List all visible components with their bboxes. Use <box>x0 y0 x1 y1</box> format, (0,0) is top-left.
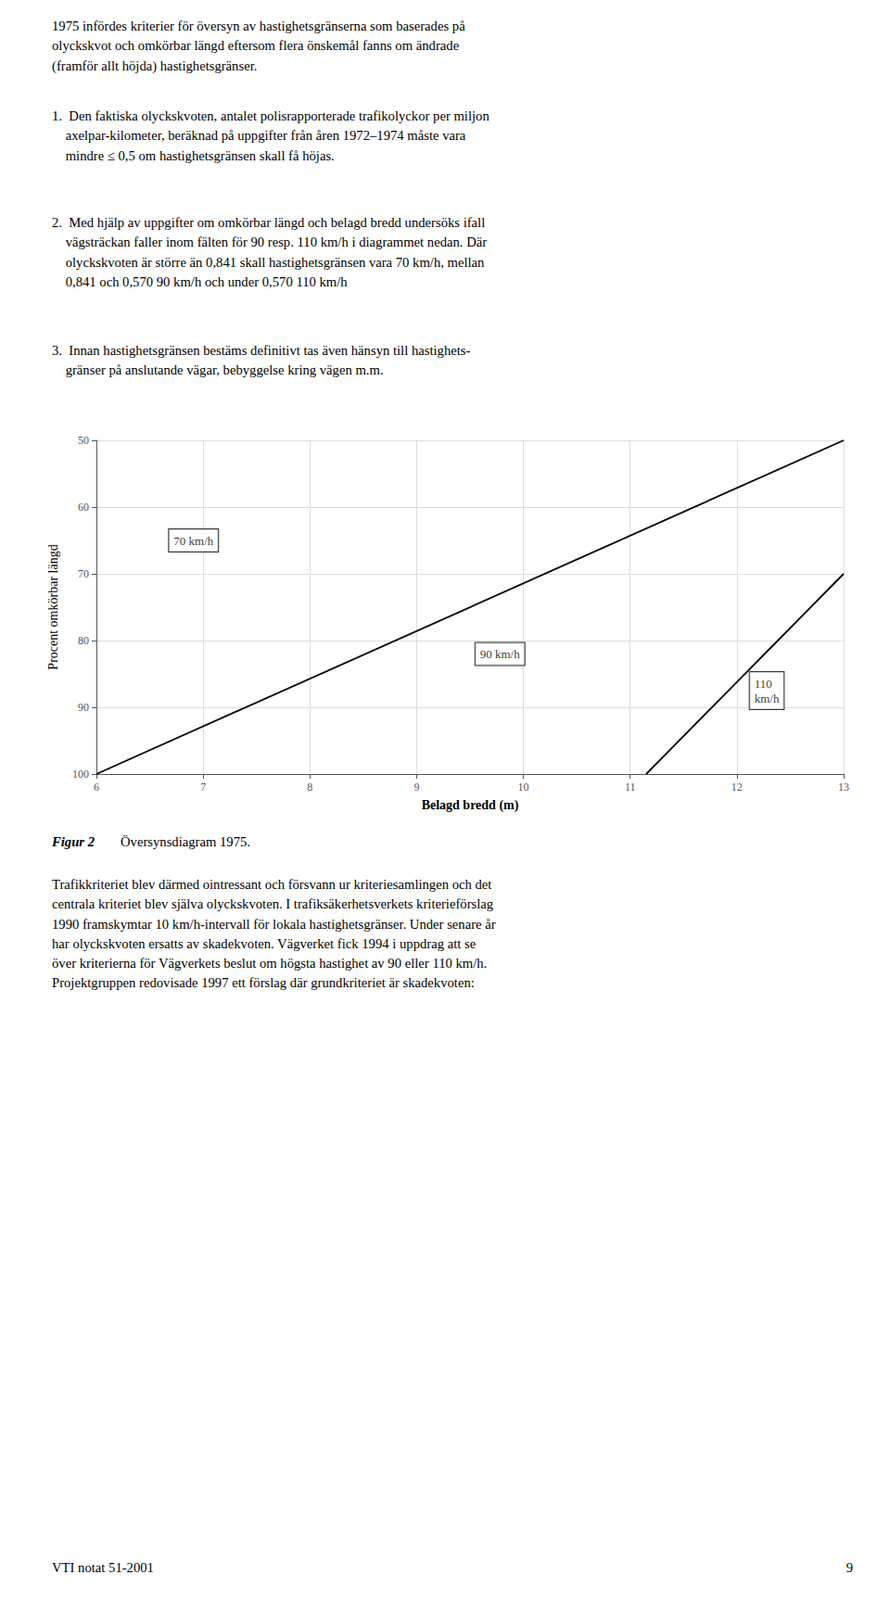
svg-text:Procent omkörbar längd: Procent omkörbar längd <box>46 544 61 670</box>
svg-text:70 km/h: 70 km/h <box>173 534 214 548</box>
svg-text:km/h: km/h <box>754 691 780 706</box>
svg-text:Belagd bredd (m): Belagd bredd (m) <box>421 798 520 814</box>
svg-text:9: 9 <box>413 780 420 794</box>
svg-text:60: 60 <box>77 500 89 514</box>
svg-text:90 km/h: 90 km/h <box>480 647 521 662</box>
html-text:3. Innan hastighetsgränsen bes: 3. Innan hastighetsgränsen bestäms defin… <box>51 343 471 378</box>
html-text:Översynsdiagram 1975.: Översynsdiagram 1975. <box>120 834 251 850</box>
html-text:2. Med hjälp av uppgifter om o: 2. Med hjälp av uppgifter om omkörbar lä… <box>51 215 487 290</box>
svg-text:11: 11 <box>624 780 636 794</box>
svg-text:100: 100 <box>72 767 89 781</box>
html-text:1. Den faktiska olyckskvoten,: 1. Den faktiska olyckskvoten, antalet po… <box>51 108 490 163</box>
svg-text:12: 12 <box>731 780 743 794</box>
svg-text:70: 70 <box>77 567 89 581</box>
html-text:1975 infördes kriterier för öv: 1975 infördes kriterier för översyn av h… <box>51 18 466 73</box>
svg-text:10: 10 <box>518 780 530 794</box>
svg-text:50: 50 <box>77 433 89 447</box>
svg-text:8: 8 <box>306 780 313 794</box>
svg-text:90: 90 <box>77 700 89 714</box>
svg-text:80: 80 <box>77 634 89 648</box>
svg-text:7: 7 <box>200 780 206 794</box>
html-text:9: 9 <box>846 1560 853 1576</box>
svg-text:110: 110 <box>754 676 773 691</box>
html-text:VTI notat 51-2001: VTI notat 51-2001 <box>51 1560 154 1576</box>
svg-text:6: 6 <box>93 780 100 794</box>
html-text:Figur 2: Figur 2 <box>51 834 95 850</box>
html-text:Trafikkriteriet blev därmed oi: Trafikkriteriet blev därmed ointressant … <box>51 877 496 991</box>
svg-text:13: 13 <box>838 780 850 794</box>
